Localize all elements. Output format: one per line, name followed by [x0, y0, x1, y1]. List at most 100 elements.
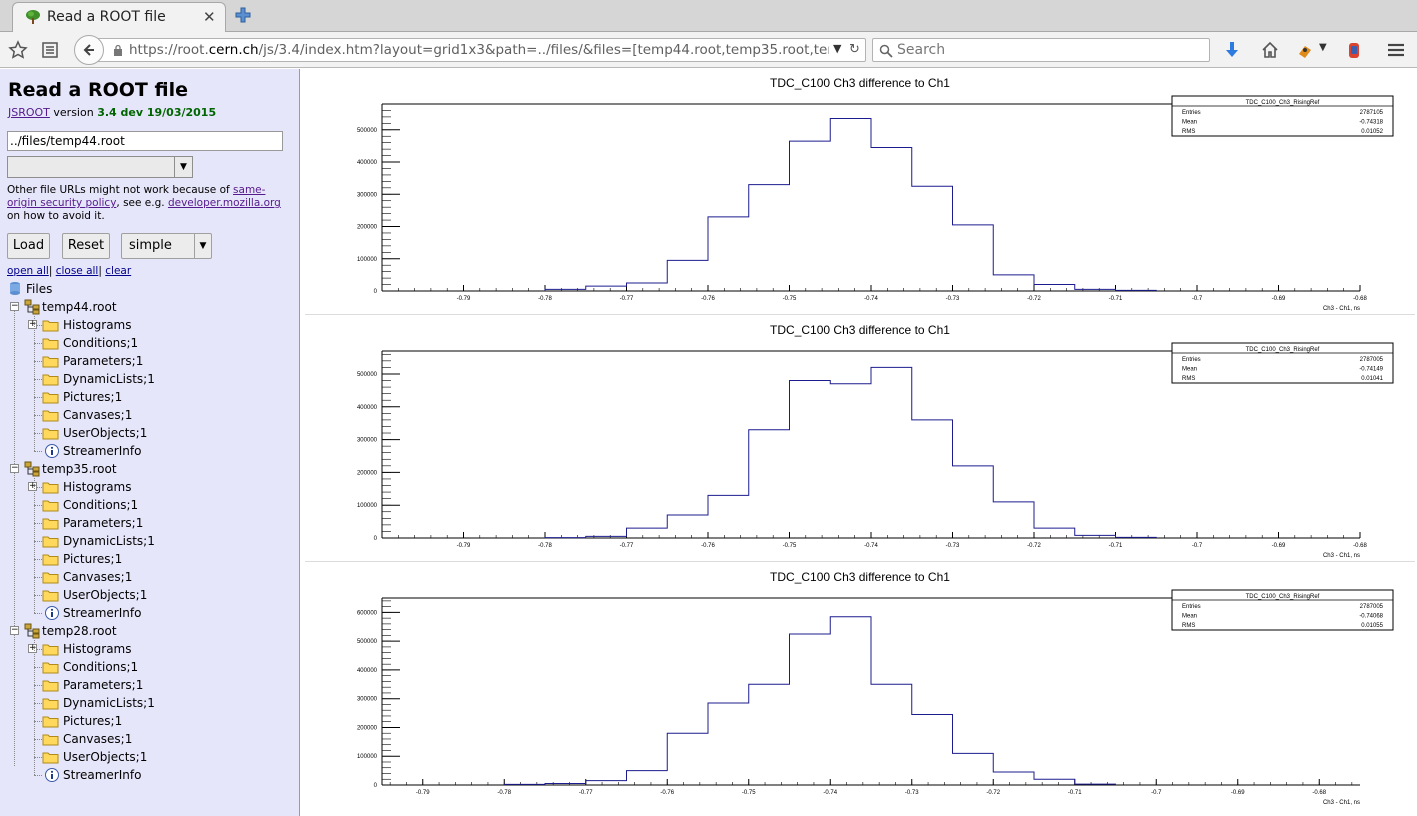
tree-item[interactable]: UserObjects;1 [42, 586, 242, 604]
collapse-toggle-icon[interactable]: − [10, 301, 19, 311]
tree-file-temp35-root[interactable]: temp35.root [24, 460, 224, 478]
tree-item[interactable]: Conditions;1 [42, 658, 242, 676]
tree-item[interactable]: StreamerInfo [42, 604, 242, 622]
new-tab-icon[interactable] [234, 6, 252, 24]
home-icon[interactable] [1260, 40, 1280, 60]
tree-item[interactable]: Histograms [42, 316, 242, 334]
sidebar: Read a ROOT file JSROOT version 3.4 dev … [0, 69, 300, 816]
layout-select[interactable]: simple ▼ [121, 233, 212, 259]
extension-icon[interactable] [1296, 40, 1316, 60]
tree-item[interactable]: Canvases;1 [42, 730, 242, 748]
tree-connector [34, 415, 42, 416]
bookmark-star-icon[interactable] [8, 40, 28, 60]
tree-item-label: StreamerInfo [63, 768, 142, 782]
y-tick-label: 200000 [357, 225, 378, 231]
tree-item-label: Pictures;1 [63, 552, 123, 566]
tree-item[interactable]: Parameters;1 [42, 352, 242, 370]
search-bar[interactable]: Search [872, 38, 1210, 62]
tree-item[interactable]: DynamicLists;1 [42, 532, 242, 550]
tree-item[interactable]: DynamicLists;1 [42, 370, 242, 388]
tree-item-label: Conditions;1 [63, 336, 139, 350]
file-select-dropdown[interactable]: ▼ [7, 156, 193, 178]
tree-item[interactable]: Histograms [42, 478, 242, 496]
folder-icon [42, 734, 59, 746]
open-all-link[interactable]: open all [7, 265, 49, 277]
note-text: , see e.g. [116, 197, 168, 209]
folder-icon [42, 320, 59, 332]
url-history-dropdown-icon[interactable]: ▼ [833, 42, 842, 55]
tree-item[interactable]: Canvases;1 [42, 568, 242, 586]
tree-item[interactable]: Pictures;1 [42, 388, 242, 406]
addon-icon[interactable] [1344, 40, 1364, 60]
x-tick-label: -0.68 [1353, 296, 1367, 302]
browser-tab[interactable]: Read a ROOT file ✕ [12, 2, 226, 32]
tree-item[interactable]: StreamerInfo [42, 766, 242, 784]
tree-item[interactable]: Parameters;1 [42, 514, 242, 532]
tree-item[interactable]: Canvases;1 [42, 406, 242, 424]
extension-dropdown-icon[interactable]: ▼ [1319, 42, 1327, 53]
tree-item[interactable]: Conditions;1 [42, 334, 242, 352]
tree-item[interactable]: Pictures;1 [42, 550, 242, 568]
histogram-pad-2[interactable]: TDC_C100 Ch3 difference to Ch1 -0.79 -0.78… [305, 316, 1415, 562]
back-arrow-icon [83, 44, 94, 56]
clear-link[interactable]: clear [105, 265, 132, 277]
cors-note: Other file URLs might not work because o… [7, 184, 293, 223]
tree-item[interactable]: Pictures;1 [42, 712, 242, 730]
expand-toggle-icon[interactable]: + [28, 481, 37, 491]
x-tick-label: -0.76 [660, 790, 674, 796]
folder-icon [42, 374, 59, 386]
collapse-toggle-icon[interactable]: − [10, 625, 19, 635]
url-text[interactable]: https://root.cern.ch/js/3.4/index.htm?la… [129, 42, 829, 58]
tree-item[interactable]: DynamicLists;1 [42, 694, 242, 712]
tree-file-temp44-root[interactable]: temp44.root [24, 298, 224, 316]
mozilla-link[interactable]: developer.mozilla.org [167, 197, 281, 209]
url-bar[interactable]: https://root.cern.ch/js/3.4/index.htm?la… [98, 38, 866, 62]
tree-item[interactable]: Histograms [42, 640, 242, 658]
tree-file-temp28-root[interactable]: temp28.root [24, 622, 224, 640]
tree-root-label: Files [26, 282, 53, 296]
tree-item-label: Histograms [63, 642, 132, 656]
tree-item-label: Parameters;1 [63, 678, 144, 692]
reading-list-icon[interactable] [40, 40, 60, 60]
back-button[interactable] [74, 35, 104, 65]
same-origin-link[interactable]: same-origin security policy [7, 184, 266, 209]
close-all-link[interactable]: close all [55, 265, 99, 277]
jsroot-link[interactable]: JSROOT [8, 106, 50, 119]
separator: | [98, 265, 106, 277]
stats-box [1171, 95, 1394, 137]
histogram-pad-1[interactable]: TDC_C100 Ch3 difference to Ch1 -0.79 -0.78… [305, 69, 1415, 315]
expand-toggle-icon[interactable]: + [28, 643, 37, 653]
expand-toggle-icon[interactable]: + [28, 319, 37, 329]
y-tick-label: 100000 [357, 503, 378, 509]
collapse-toggle-icon[interactable]: − [10, 463, 19, 473]
tree-connector [34, 397, 42, 398]
file-url-input[interactable] [7, 131, 283, 151]
tree-item-label: Canvases;1 [63, 732, 133, 746]
tree-connector [34, 487, 42, 488]
stats-value: 0.01055 [1361, 623, 1383, 629]
reload-icon[interactable]: ↻ [849, 42, 860, 57]
folder-icon [42, 392, 59, 404]
downloads-icon[interactable] [1222, 40, 1242, 60]
y-tick-label: 300000 [357, 192, 378, 198]
tree-connector [34, 505, 42, 506]
load-button[interactable]: Load [7, 233, 50, 259]
reset-button[interactable]: Reset [62, 233, 110, 259]
x-tick-label: -0.74 [864, 296, 878, 302]
tree-connector [34, 667, 42, 668]
tree-item[interactable]: StreamerInfo [42, 442, 242, 460]
chevron-down-icon: ▼ [174, 157, 192, 177]
tree-root-files[interactable]: Files [8, 280, 208, 298]
tree-item[interactable]: UserObjects;1 [42, 424, 242, 442]
tree-connector [34, 757, 42, 758]
tree-connector [34, 739, 42, 740]
tree-item[interactable]: UserObjects;1 [42, 748, 242, 766]
y-tick-label: 500000 [357, 639, 378, 645]
menu-icon[interactable] [1386, 40, 1406, 60]
histogram-pad-3[interactable]: TDC_C100 Ch3 difference to Ch1 -0.79 -0.78… [305, 563, 1415, 809]
tree-connector [34, 478, 35, 613]
close-tab-icon[interactable]: ✕ [203, 8, 216, 26]
tree-item[interactable]: Conditions;1 [42, 496, 242, 514]
stats-value: -0.74318 [1359, 120, 1383, 126]
tree-item[interactable]: Parameters;1 [42, 676, 242, 694]
